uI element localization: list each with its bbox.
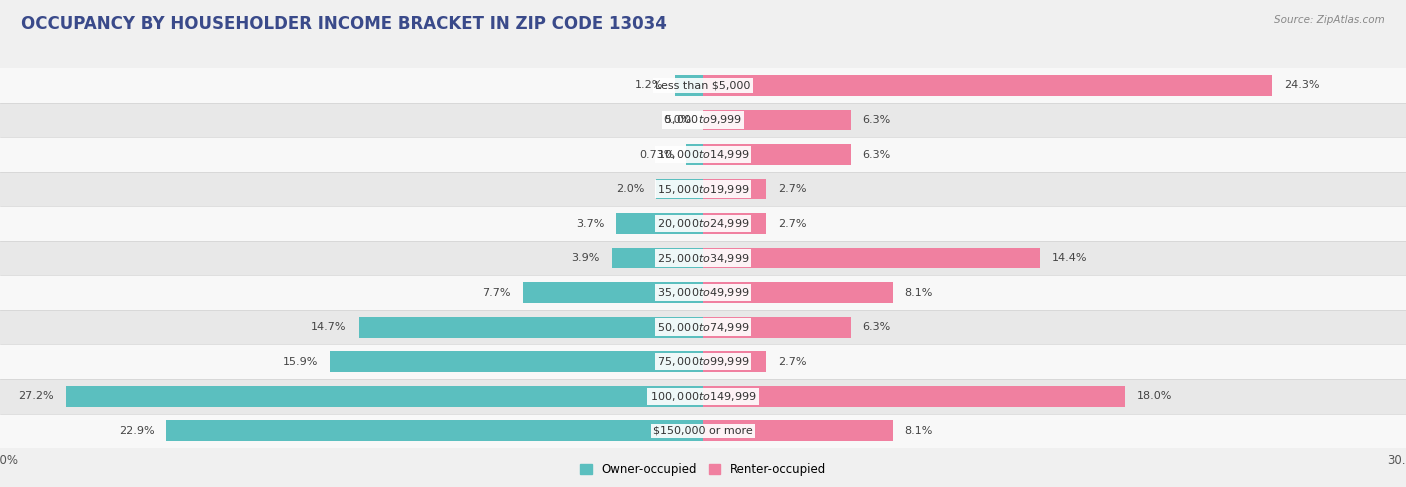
Text: 14.4%: 14.4% (1052, 253, 1088, 263)
Text: $25,000 to $34,999: $25,000 to $34,999 (657, 252, 749, 264)
Text: 6.3%: 6.3% (862, 115, 890, 125)
Bar (523, 282, 703, 303)
Text: $20,000 to $24,999: $20,000 to $24,999 (657, 217, 749, 230)
Text: 3.9%: 3.9% (571, 253, 600, 263)
Bar (675, 75, 703, 96)
Text: 22.9%: 22.9% (120, 426, 155, 436)
Text: 2.7%: 2.7% (778, 219, 807, 228)
Text: 27.2%: 27.2% (18, 391, 53, 401)
Text: 7.7%: 7.7% (482, 288, 510, 298)
Text: 2.0%: 2.0% (616, 184, 644, 194)
Text: 24.3%: 24.3% (1284, 80, 1320, 91)
Bar (703, 110, 851, 131)
Bar (703, 213, 766, 234)
Text: 6.3%: 6.3% (862, 322, 890, 332)
Bar (616, 213, 703, 234)
Bar (0, 68, 1406, 103)
Text: 15.9%: 15.9% (284, 356, 319, 367)
Text: $10,000 to $14,999: $10,000 to $14,999 (657, 148, 749, 161)
Text: OCCUPANCY BY HOUSEHOLDER INCOME BRACKET IN ZIP CODE 13034: OCCUPANCY BY HOUSEHOLDER INCOME BRACKET … (21, 15, 666, 33)
Bar (359, 317, 703, 337)
Bar (703, 179, 766, 199)
Bar (0, 275, 1406, 310)
Text: 0.0%: 0.0% (664, 115, 692, 125)
Bar (703, 351, 766, 372)
Bar (703, 282, 893, 303)
Bar (703, 75, 1272, 96)
Bar (703, 420, 893, 441)
Text: 1.2%: 1.2% (634, 80, 664, 91)
Text: $100,000 to $149,999: $100,000 to $149,999 (650, 390, 756, 403)
Text: Less than $5,000: Less than $5,000 (655, 80, 751, 91)
Bar (703, 386, 1125, 407)
Bar (66, 386, 703, 407)
Text: $75,000 to $99,999: $75,000 to $99,999 (657, 355, 749, 368)
Text: 14.7%: 14.7% (311, 322, 347, 332)
Text: 3.7%: 3.7% (576, 219, 605, 228)
Bar (703, 144, 851, 165)
Bar (0, 172, 1406, 206)
Bar (0, 137, 1406, 172)
Text: $35,000 to $49,999: $35,000 to $49,999 (657, 286, 749, 299)
Text: 6.3%: 6.3% (862, 150, 890, 160)
Bar (0, 241, 1406, 275)
Bar (0, 413, 1406, 448)
Bar (703, 248, 1040, 268)
Bar (0, 344, 1406, 379)
Bar (612, 248, 703, 268)
Bar (703, 317, 851, 337)
Text: 2.7%: 2.7% (778, 356, 807, 367)
Text: 18.0%: 18.0% (1136, 391, 1171, 401)
Text: $150,000 or more: $150,000 or more (654, 426, 752, 436)
Text: 8.1%: 8.1% (904, 288, 934, 298)
Bar (0, 379, 1406, 413)
Bar (0, 103, 1406, 137)
Text: 8.1%: 8.1% (904, 426, 934, 436)
Bar (657, 179, 703, 199)
Text: 2.7%: 2.7% (778, 184, 807, 194)
Text: $5,000 to $9,999: $5,000 to $9,999 (664, 113, 742, 127)
Bar (686, 144, 703, 165)
Text: Source: ZipAtlas.com: Source: ZipAtlas.com (1274, 15, 1385, 25)
Bar (330, 351, 703, 372)
Text: 0.73%: 0.73% (638, 150, 675, 160)
Legend: Owner-occupied, Renter-occupied: Owner-occupied, Renter-occupied (575, 459, 831, 481)
Text: $15,000 to $19,999: $15,000 to $19,999 (657, 183, 749, 196)
Text: $50,000 to $74,999: $50,000 to $74,999 (657, 320, 749, 334)
Bar (166, 420, 703, 441)
Bar (0, 206, 1406, 241)
Bar (0, 310, 1406, 344)
